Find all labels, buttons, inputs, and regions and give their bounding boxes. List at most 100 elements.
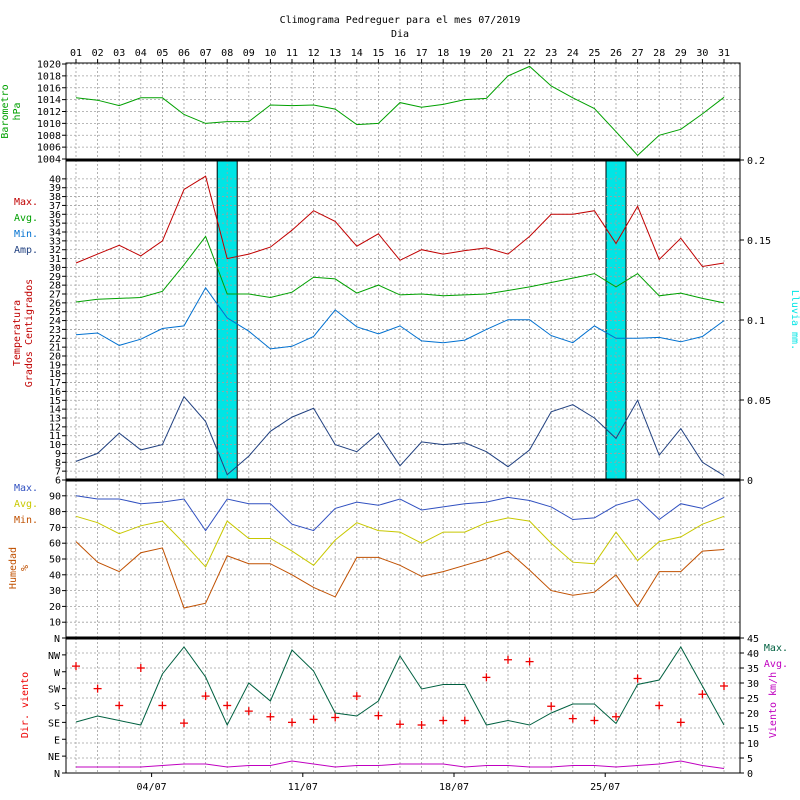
day-label: 29	[675, 48, 687, 59]
temp-tick-label: 38	[49, 192, 61, 203]
pressure-axis-label-line: Barometro	[0, 84, 11, 138]
day-label: 25	[588, 48, 600, 59]
pressure-tick-label: 1020	[37, 60, 61, 71]
temp-tick-label: 14	[49, 405, 61, 416]
temp-tick-label: 10	[49, 440, 61, 451]
wind-line-max	[75, 646, 725, 727]
temp-legend-avg: Avg.	[14, 213, 38, 224]
temp-tick-label: 17	[49, 378, 61, 389]
wind-dir-tick-label: N	[54, 634, 60, 645]
day-label: 22	[524, 48, 536, 59]
hum-tick-label: 80	[49, 507, 61, 518]
day-label: 21	[502, 48, 514, 59]
wind-speed-tick-label: 25	[747, 694, 759, 705]
day-label: 17	[416, 48, 428, 59]
date-label: 04/07	[137, 782, 167, 793]
hum-axis-label-line: Humedad	[8, 547, 19, 589]
wind-dir-point	[568, 714, 577, 723]
hum-tick-label: 40	[49, 570, 61, 581]
wind-dir-point	[93, 684, 102, 693]
hum-tick-label: 90	[49, 491, 61, 502]
wind-dir-point	[547, 702, 556, 711]
pressure-tick-label: 1006	[37, 143, 61, 154]
temp-axis-label-line: Temperatura	[12, 300, 23, 366]
wind-legend-avg: Avg.	[764, 659, 788, 670]
wind-speed-tick-label: 15	[747, 724, 759, 735]
temp-tick-label: 18	[49, 369, 61, 380]
temp-tick-label: 40	[49, 174, 61, 185]
rain-tick-label: 0	[747, 476, 753, 487]
day-label: 14	[351, 48, 363, 59]
wind-dir-point	[525, 657, 534, 666]
pressure-tick-label: 1012	[37, 107, 61, 118]
hum-legend-max: Max.	[14, 483, 38, 494]
day-label: 12	[308, 48, 320, 59]
day-label: 20	[480, 48, 492, 59]
wind-speed-tick-label: 0	[747, 769, 753, 780]
day-label: 30	[696, 48, 708, 59]
temp-tick-label: 31	[49, 254, 61, 265]
wind-speed-tick-label: 30	[747, 679, 759, 690]
wind-dir-point	[223, 701, 232, 710]
rain-tick-label: 0.15	[747, 236, 771, 247]
wind-line-avg	[76, 760, 725, 769]
wind-speed-axis-label: Viento km/h	[768, 672, 779, 738]
day-label: 08	[221, 48, 233, 59]
temp-axis-label-line: Grados Centigrados	[24, 279, 35, 387]
temp-tick-label: 25	[49, 307, 61, 318]
wind-dir-point	[136, 664, 145, 672]
day-label: 10	[264, 48, 276, 59]
date-label: 18/07	[439, 782, 469, 793]
pressure-tick-label: 1014	[37, 95, 61, 106]
chart-title: Climograma Pedreguer para el mes 07/2019	[280, 15, 521, 26]
day-label: 26	[610, 48, 622, 59]
wind-dir-point	[288, 718, 296, 727]
pressure-line	[75, 65, 725, 157]
wind-speed-tick-label: 5	[747, 754, 753, 765]
wind-speed-tick-label: 10	[747, 739, 759, 750]
rain-tick-label: 0.2	[747, 156, 765, 167]
pressure-tick-label: 1004	[37, 155, 61, 166]
wind-dir-point	[698, 690, 707, 699]
hum-line-max	[75, 495, 725, 532]
wind-dir-point	[180, 719, 188, 728]
temp-legend-min: Min.	[14, 229, 38, 240]
day-label: 09	[243, 48, 255, 59]
wind-dir-axis-label-text: Dir. viento	[20, 672, 31, 738]
day-label: 06	[178, 48, 190, 59]
hum-legend-avg: Avg.	[14, 499, 38, 510]
temp-tick-label: 24	[49, 316, 61, 327]
wind-dir-point	[482, 673, 491, 682]
temp-tick-label: 32	[49, 245, 61, 256]
temp-tick-label: 15	[49, 396, 61, 407]
wind-dir-axis-label: Dir. viento	[20, 672, 31, 738]
wind-dir-tick-label: W	[54, 668, 61, 679]
temp-tick-label: 36	[49, 210, 61, 221]
wind-dir-point	[460, 716, 469, 725]
wind-legend-max: Max.	[764, 643, 788, 654]
rain-axis-label-text: Lluvia mm.	[789, 290, 800, 350]
wind-dir-point	[417, 721, 426, 729]
wind-speed-tick-label: 45	[747, 634, 759, 645]
temp-tick-label: 21	[49, 343, 61, 354]
temp-tick-label: 11	[49, 431, 61, 442]
date-label: 11/07	[288, 782, 318, 793]
wind-dir-point	[590, 716, 599, 725]
pressure-tick-label: 1008	[37, 131, 61, 142]
temp-tick-label: 33	[49, 236, 61, 247]
temp-tick-label: 22	[49, 334, 61, 345]
temp-tick-label: 28	[49, 281, 61, 292]
temp-tick-label: 39	[49, 183, 61, 194]
wind-dir-point	[266, 712, 275, 721]
day-label: 15	[372, 48, 384, 59]
wind-dir-point	[309, 715, 318, 724]
wind-speed-axis-label-text: Viento km/h	[768, 672, 779, 738]
pressure-tick-label: 1018	[37, 71, 61, 82]
temp-tick-label: 12	[49, 422, 61, 433]
temp-tick-label: 37	[49, 201, 61, 212]
wind-dir-point	[612, 712, 620, 721]
temp-tick-label: 7	[55, 467, 61, 478]
temp-line-amp	[75, 395, 725, 477]
temp-tick-label: 6	[55, 476, 61, 487]
day-label: 02	[92, 48, 104, 59]
